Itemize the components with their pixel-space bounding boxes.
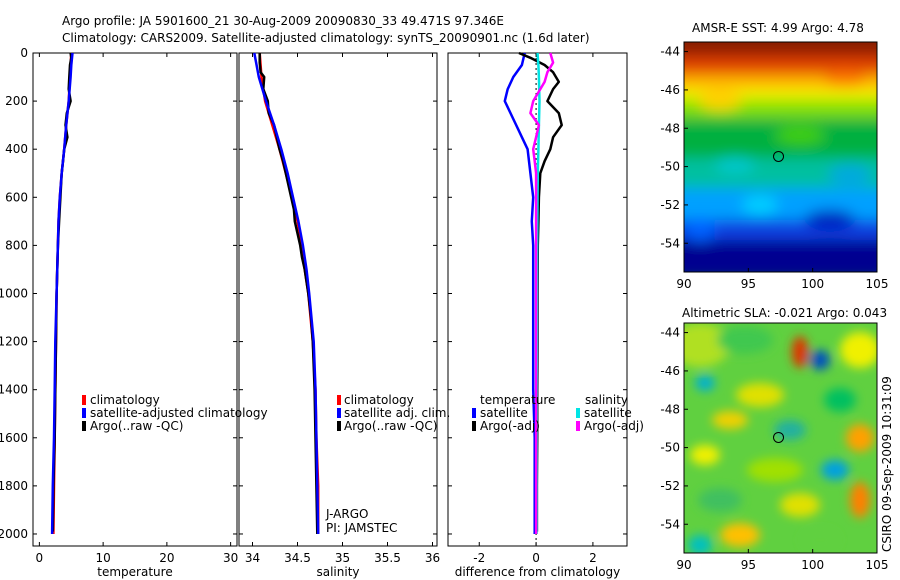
x-tick-label: 95	[741, 558, 756, 572]
y-tick-label: 400	[5, 142, 28, 156]
sla-field	[684, 323, 877, 553]
temperature-legend: climatology satellite-adjusted climatolo…	[82, 393, 268, 433]
y-tick-label: 1600	[0, 431, 28, 445]
x-tick-label: 90	[676, 558, 691, 572]
annotation-program: J-ARGO	[325, 507, 368, 521]
x-axis-label: salinity	[316, 565, 359, 579]
sla-heatmap	[684, 323, 877, 553]
legend-swatch-sal-satellite	[576, 408, 580, 418]
argo-location-marker	[773, 150, 785, 162]
x-tick-label: 20	[159, 551, 174, 565]
x-tick-label: 0	[36, 551, 44, 565]
legend-swatch-climatology	[337, 395, 341, 405]
series-line-satellite-adjusted-climatology	[50, 52, 74, 535]
legend-swatch-satellite	[337, 408, 341, 418]
y-tick-label: -44	[660, 326, 680, 340]
legend-label-sal-satellite: satellite	[584, 406, 632, 420]
y-tick-label: 1400	[0, 383, 28, 397]
y-tick-label: -54	[660, 236, 680, 250]
legend-label-climatology: climatology	[90, 393, 160, 407]
legend-swatch-argo	[337, 421, 341, 431]
y-tick-label: -48	[660, 121, 680, 135]
plot-frame	[32, 52, 238, 547]
x-tick-label: 100	[801, 558, 824, 572]
y-tick-label: -52	[660, 479, 680, 493]
series-line-satellite-adj-clim	[253, 52, 320, 535]
y-tick-label: 1200	[0, 335, 28, 349]
y-tick-label: -48	[660, 402, 680, 416]
y-tick-label: 1800	[0, 479, 28, 493]
legend-swatch-sal-argo	[576, 421, 580, 431]
salinity-legend: climatology satellite adj. clim. Argo(..…	[325, 393, 450, 535]
annotation-pi: PI: JAMSTEC	[326, 521, 397, 535]
sst-map-axes: 90 95 100 105 -44 -46 -48 -50 -52 -54	[660, 45, 888, 291]
figure-title-line1: Argo profile: JA 5901600_21 30-Aug-2009 …	[62, 14, 504, 28]
y-tick-label: 800	[5, 238, 28, 252]
x-tick-label: 105	[866, 277, 889, 291]
y-tick-label: -50	[660, 160, 680, 174]
x-tick-label: 34.5	[284, 551, 311, 565]
sst-map-title: AMSR-E SST: 4.99 Argo: 4.78	[692, 21, 864, 35]
legend-label-argo: Argo(..raw -QC)	[344, 419, 437, 433]
x-tick-label: 30	[223, 551, 238, 565]
x-tick-label: 100	[801, 277, 824, 291]
sst-field	[684, 42, 877, 272]
y-tick-label: -52	[660, 198, 680, 212]
sst-heatmap	[684, 42, 877, 272]
series-line-salinity-argo-adj	[529, 52, 555, 534]
legend-label-argo: Argo(..raw -QC)	[90, 419, 183, 433]
argo-location-marker	[773, 431, 785, 443]
sst-map-frame	[683, 41, 878, 273]
x-tick-label: 10	[95, 551, 110, 565]
timestamp-stamp: CSIRO 09-Sep-2009 10:31:09	[880, 376, 894, 552]
legend-swatch-argo	[82, 421, 86, 431]
legend-title-salinity: salinity	[585, 393, 628, 407]
legend-label-temp-argo: Argo(-adj)	[480, 419, 540, 433]
y-tick-label: 1000	[0, 286, 28, 300]
sla-map-frame	[683, 322, 878, 554]
plot-frame	[238, 52, 438, 547]
y-tick-label: 0	[20, 46, 28, 60]
y-tick-label: -44	[660, 45, 680, 59]
y-tick-label: 2000	[0, 527, 28, 541]
x-tick-label: 95	[741, 277, 756, 291]
temperature-panel: 0 10 20 30 0 200 400 600 800 1000 1200 1400 1600 1800…	[0, 46, 238, 579]
salinity-panel: 34 34.5 35 35.5 36 salinity	[238, 52, 440, 579]
x-tick-label: 105	[866, 558, 889, 572]
legend-label-temp-satellite: satellite	[480, 406, 528, 420]
sla-map-axes: 90 95 100 105 -44 -46 -48 -50 -52 -54	[660, 326, 888, 572]
legend-swatch-climatology	[82, 395, 86, 405]
x-tick-label: 0	[532, 551, 540, 565]
legend-label-sal-argo: Argo(-adj)	[584, 419, 644, 433]
x-tick-label: 2	[589, 551, 597, 565]
legend-swatch-temp-argo	[472, 421, 476, 431]
x-tick-label: 35	[335, 551, 350, 565]
legend-label-satellite: satellite adj. clim.	[344, 406, 450, 420]
x-tick-label: 35.5	[374, 551, 401, 565]
difference-legend: temperature salinity satellite Argo(-adj…	[472, 393, 644, 433]
legend-title-temperature: temperature	[480, 393, 555, 407]
legend-label-satellite: satellite-adjusted climatology	[90, 406, 268, 420]
series-line-temperature-satellite	[503, 52, 536, 534]
legend-label-climatology: climatology	[344, 393, 414, 407]
y-tick-label: -54	[660, 517, 680, 531]
x-axis-label: difference from climatology	[455, 565, 621, 579]
y-tick-label: 200	[5, 94, 28, 108]
x-tick-label: 90	[676, 277, 691, 291]
x-axis-label: temperature	[97, 565, 172, 579]
legend-swatch-satellite	[82, 408, 86, 418]
x-tick-label: -2	[473, 551, 485, 565]
figure-title-line2: Climatology: CARS2009. Satellite-adjuste…	[62, 31, 590, 45]
x-tick-label: 34	[245, 551, 260, 565]
x-tick-label: 36	[425, 551, 440, 565]
y-tick-label: 600	[5, 190, 28, 204]
y-tick-label: -50	[660, 441, 680, 455]
sla-map-title: Altimetric SLA: -0.021 Argo: 0.043	[682, 306, 887, 320]
legend-swatch-temp-satellite	[472, 408, 476, 418]
y-tick-label: -46	[660, 83, 680, 97]
y-tick-label: -46	[660, 364, 680, 378]
